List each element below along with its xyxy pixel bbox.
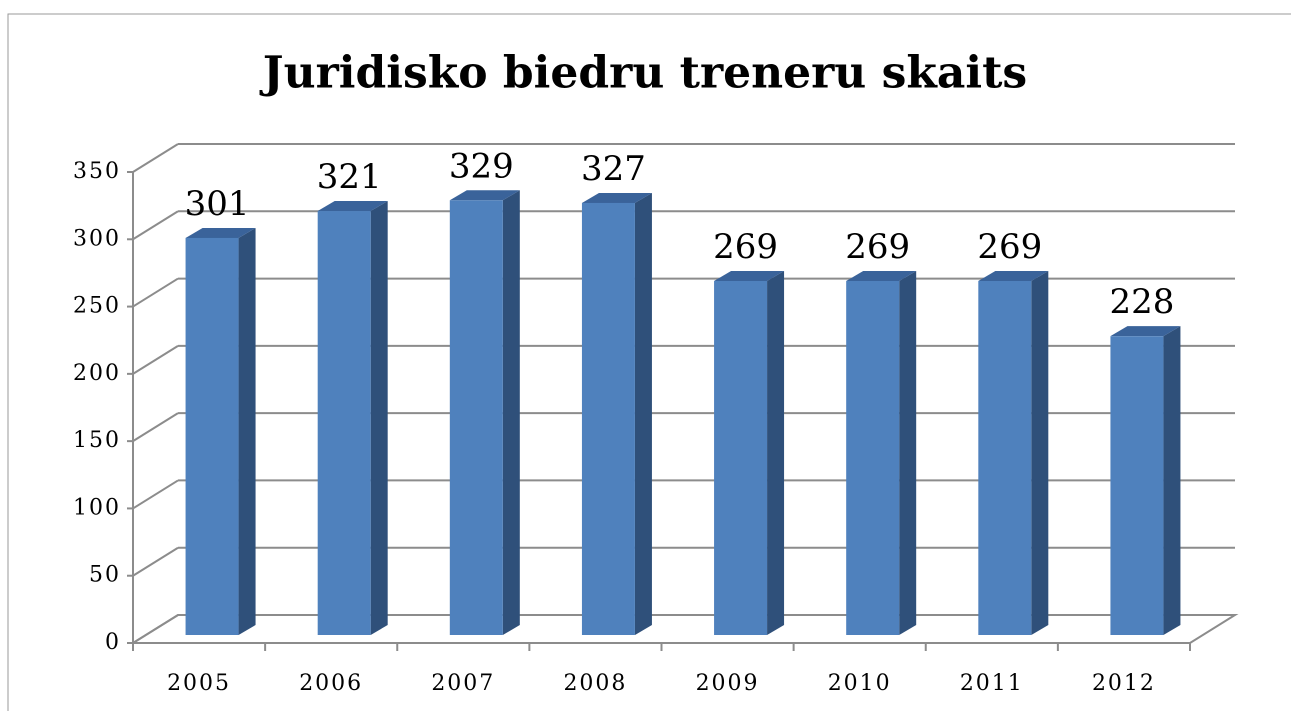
bar [317, 211, 371, 636]
floor [129, 614, 1239, 644]
bar-top [978, 271, 1049, 282]
grid-side [132, 546, 179, 577]
value-label: 269 [845, 227, 910, 267]
x-tick-label: 2006 [299, 671, 363, 696]
x-tick-label: 2008 [563, 671, 627, 696]
grid-side [132, 345, 179, 375]
value-label: 269 [713, 227, 778, 267]
bar-side [502, 190, 520, 635]
bar [714, 281, 768, 635]
value-label: 269 [977, 227, 1042, 267]
grid-side [132, 277, 179, 308]
y-tick-label: 50 [89, 563, 121, 588]
y-tick-label: 100 [73, 495, 121, 520]
value-label: 327 [581, 149, 646, 189]
chart-title: Juridisko biedru treneru skaits [259, 48, 1027, 99]
y-tick-label: 250 [73, 294, 121, 319]
grid-side [132, 412, 179, 442]
x-tick-label: 2010 [828, 671, 892, 696]
bar-top [714, 271, 785, 282]
bar-top [846, 271, 917, 282]
bar [1110, 336, 1164, 635]
y-tick-label: 0 [105, 630, 121, 655]
x-tick-label: 2011 [960, 671, 1024, 696]
bar-top [185, 227, 256, 238]
bar-side [1163, 326, 1181, 635]
bar [846, 281, 900, 635]
value-label: 228 [1109, 282, 1174, 322]
bar-side [767, 271, 785, 635]
x-tick-label: 2007 [431, 671, 495, 696]
bar-top [317, 201, 388, 212]
x-tick-label: 2012 [1092, 671, 1156, 696]
bar-top [1110, 326, 1181, 337]
bar-side [899, 271, 917, 635]
bar-side [370, 201, 388, 636]
bar-side [634, 192, 652, 636]
y-tick-label: 200 [73, 361, 121, 386]
bar-top [581, 192, 652, 203]
bar-side [238, 227, 256, 635]
y-tick-label: 350 [73, 159, 121, 184]
grid-side [132, 479, 179, 510]
y-tick-label: 150 [73, 428, 121, 453]
bar [581, 202, 635, 636]
grid-side [132, 143, 179, 173]
grid-side [132, 210, 179, 241]
bar [978, 281, 1032, 635]
chart-frame [7, 13, 1291, 711]
y-tick-label: 300 [73, 226, 121, 251]
grid-side [132, 614, 179, 644]
bar [449, 200, 503, 635]
bar [185, 237, 239, 635]
x-tick-label: 2005 [167, 671, 231, 696]
x-tick-label: 2009 [696, 671, 760, 696]
bar-side [1031, 271, 1049, 635]
value-label: 301 [185, 184, 250, 224]
value-label: 321 [317, 157, 382, 197]
bar-top [449, 190, 520, 201]
value-label: 329 [449, 146, 514, 186]
